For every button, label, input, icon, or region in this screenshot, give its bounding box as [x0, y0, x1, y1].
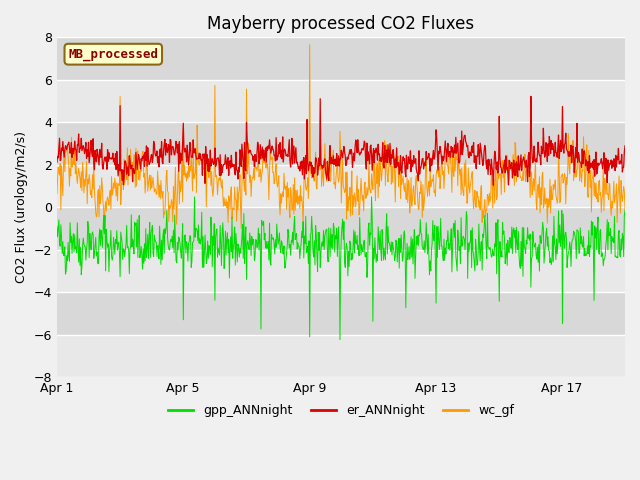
Text: MB_processed: MB_processed	[68, 48, 158, 61]
Bar	[57, 250, 625, 292]
Legend: gpp_ANNnight, er_ANNnight, wc_gf: gpp_ANNnight, er_ANNnight, wc_gf	[163, 399, 519, 422]
Bar	[57, 80, 625, 122]
Bar	[57, 335, 625, 377]
Y-axis label: CO2 Flux (urology/m2/s): CO2 Flux (urology/m2/s)	[15, 132, 28, 283]
Bar	[57, 165, 625, 207]
Title: Mayberry processed CO2 Fluxes: Mayberry processed CO2 Fluxes	[207, 15, 474, 33]
